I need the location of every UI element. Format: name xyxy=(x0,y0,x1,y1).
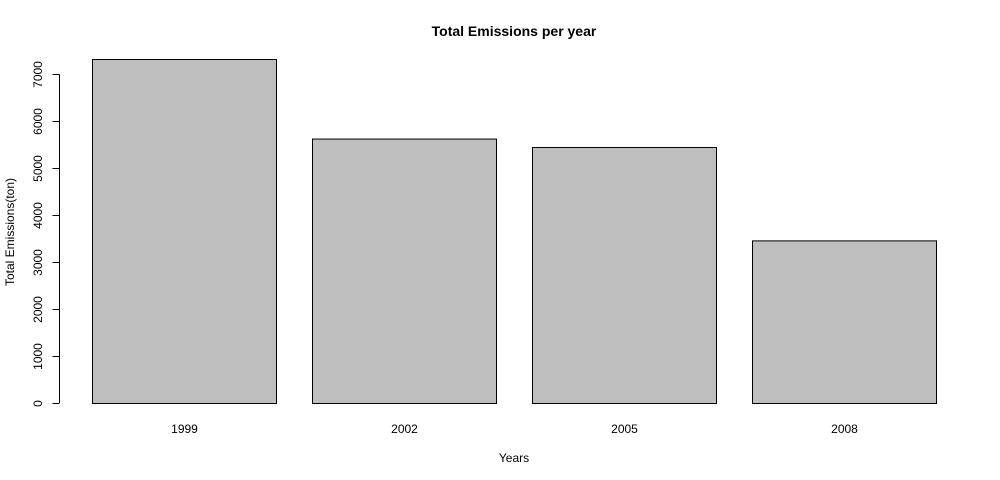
bar-2005 xyxy=(532,146,717,404)
y-tick-label-0: 0 xyxy=(31,400,45,407)
y-tick-label-3000: 3000 xyxy=(31,249,45,276)
y-tick-label-4000: 4000 xyxy=(31,202,45,229)
bars-group xyxy=(92,59,937,405)
x-tick-label-1999: 1999 xyxy=(171,422,198,436)
x-tick-label-2008: 2008 xyxy=(831,422,858,436)
bar-2008 xyxy=(752,240,937,404)
x-tick-label-2005: 2005 xyxy=(611,422,638,436)
y-tick-label-5000: 5000 xyxy=(31,155,45,182)
y-tick-label-7000: 7000 xyxy=(31,61,45,88)
y-tick-label-2000: 2000 xyxy=(31,296,45,323)
x-tick-label-2002: 2002 xyxy=(391,422,418,436)
bar-2002 xyxy=(312,138,497,405)
y-axis-label: Total Emissions(ton) xyxy=(3,178,17,286)
bar-1999 xyxy=(92,59,277,404)
y-tick-label-6000: 6000 xyxy=(31,108,45,135)
x-category-labels: 1999 2002 2005 2008 xyxy=(171,422,858,436)
x-axis-label: Years xyxy=(499,451,529,465)
y-tick-label-1000: 1000 xyxy=(31,343,45,370)
y-axis: 0 1000 2000 3000 4000 5000 6000 7000 xyxy=(31,61,60,407)
chart-title: Total Emissions per year xyxy=(432,23,597,39)
